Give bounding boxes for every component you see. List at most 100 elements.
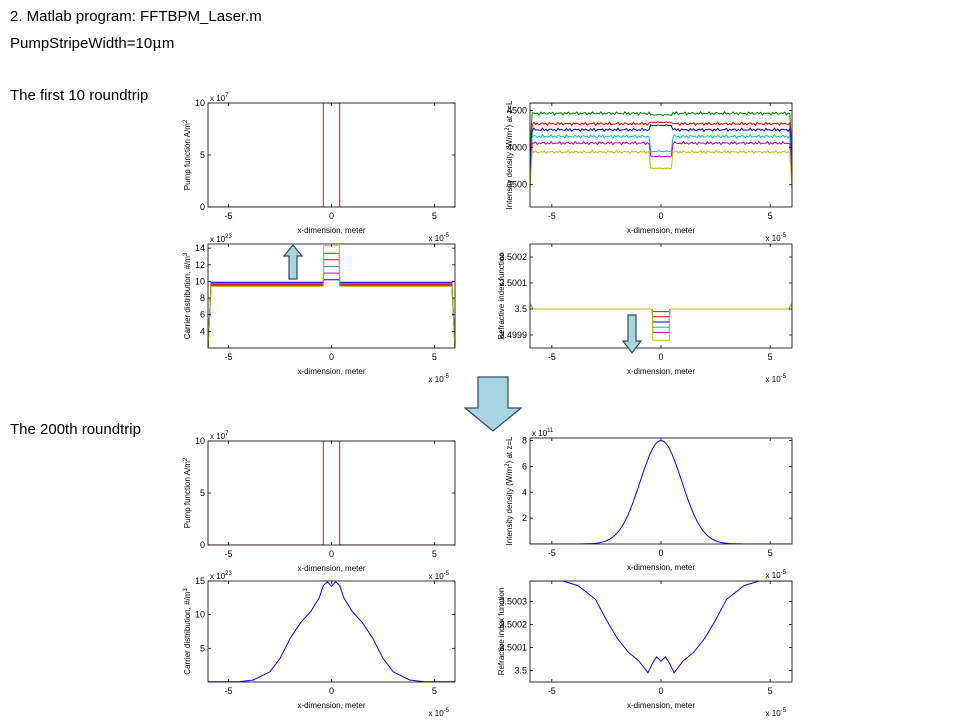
x-exponent-base: x 10 [766, 709, 782, 718]
series-line-magenta [208, 272, 455, 348]
series-line-red [208, 259, 455, 348]
x-tick-label: 0 [329, 686, 334, 696]
y-tick-label: 4500 [507, 105, 527, 115]
micro-symbol: μ [152, 34, 162, 52]
y-axis-label-tail: ) at z=L [505, 100, 514, 127]
x-exponent-label: x 10-5 [429, 708, 450, 718]
down-arrow-icon [622, 314, 642, 354]
y-exponent-base: x 10 [210, 432, 226, 441]
x-exponent-base: x 10 [766, 571, 782, 580]
series-line-green [530, 110, 792, 151]
x-tick-label: 5 [768, 211, 773, 221]
y-axis-label-main: Pump function A/m [183, 461, 192, 528]
x-exponent-label: x 10-5 [429, 571, 450, 581]
x-tick-label: -5 [225, 686, 233, 696]
x-tick-label: 0 [658, 548, 663, 558]
x-exponent-power: -5 [781, 708, 787, 714]
x-exponent-power: -5 [444, 374, 450, 380]
plot-area [208, 103, 455, 207]
pump-stripe-width-prefix: PumpStripeWidth=10 [10, 35, 153, 52]
x-axis-label: x-dimension, meter [297, 367, 365, 376]
y-axis-label-tail: ) at z=L [505, 436, 514, 463]
x-tick-label: 0 [658, 211, 663, 221]
y-exponent-base: x 10 [210, 572, 226, 581]
y-tick-label: 4 [200, 326, 205, 336]
x-exponent-base: x 10 [429, 709, 445, 718]
series-line-olive [530, 149, 792, 190]
y-tick-label: 3.5 [514, 666, 527, 676]
y-tick-label: 5 [200, 488, 205, 498]
section-label-200th: The 200th roundtrip [10, 421, 141, 438]
plot-area [208, 441, 455, 545]
y-tick-label: 3.5002 [499, 252, 527, 262]
x-exponent-power: -5 [444, 233, 450, 239]
y-exponent-base: x 10 [210, 235, 226, 244]
x-exponent-power: -5 [781, 233, 787, 239]
x-tick-label: -5 [548, 352, 556, 362]
series-group [530, 303, 792, 341]
y-axis-label: Refractive index function [497, 252, 506, 340]
y-tick-label: 8 [200, 293, 205, 303]
x-exponent-label: x 10-5 [766, 374, 787, 384]
x-exponent-label: x 10-5 [766, 708, 787, 718]
y-axis-label-sup: 2 [183, 457, 189, 461]
x-tick-label: 5 [768, 352, 773, 362]
y-tick-label: 8 [522, 436, 527, 446]
y-tick-label: 12 [195, 260, 205, 270]
y-exponent-label: x 107 [210, 93, 229, 103]
y-tick-label: 10 [195, 436, 205, 446]
y-tick-label: 4 [522, 487, 527, 497]
y-tick-label: 6 [200, 310, 205, 320]
refractive-index-chart-200: -5 0 5 3.5 3.5001 3.5002 3.5003 x-dimension, me… [497, 580, 793, 718]
x-tick-label: -5 [548, 211, 556, 221]
pump-stripe-width-unit: m [161, 35, 175, 52]
y-axis-label-main: Intensity density (W/m [505, 466, 514, 545]
x-exponent-label: x 10-5 [766, 570, 787, 580]
series-line-green [208, 252, 455, 348]
y-axis-label: Intensity density (W/m2) at z=L [505, 100, 514, 209]
y-exponent-base: x 10 [532, 429, 548, 438]
y-tick-label: 2 [522, 513, 527, 523]
y-exponent-label: x 1011 [532, 428, 554, 438]
y-exponent-power: 11 [547, 428, 554, 434]
series-line-blue [208, 279, 455, 348]
pump-stripe-width-label: PumpStripeWidth=10μm [10, 34, 174, 52]
y-exponent-label: x 1023 [210, 571, 232, 581]
series-line-red [530, 121, 792, 161]
x-tick-label: 0 [658, 686, 663, 696]
y-tick-label: 5 [200, 643, 205, 653]
x-exponent-label: x 10-5 [429, 233, 450, 243]
x-tick-label: 5 [432, 549, 437, 559]
x-axis-label: x-dimension, meter [627, 701, 695, 710]
program-title: 2. Matlab program: FFTBPM_Laser.m [10, 8, 262, 25]
series-group [208, 581, 455, 682]
x-tick-label: 5 [432, 352, 437, 362]
y-exponent-power: 7 [225, 93, 229, 99]
x-axis-label: x-dimension, meter [297, 226, 365, 235]
plot-area [530, 438, 792, 544]
series-line-cyan [208, 266, 455, 348]
y-axis-label-sup: 2 [505, 463, 511, 467]
y-axis-label-sup: 2 [505, 127, 511, 131]
y-exponent-label: x 107 [210, 431, 229, 441]
y-axis-label-sup: 3 [183, 252, 189, 256]
plot-area [530, 244, 792, 348]
x-tick-label: 0 [329, 352, 334, 362]
y-exponent-power: 23 [225, 571, 232, 577]
y-tick-label: 3.4999 [499, 330, 527, 340]
y-tick-label: 6 [522, 461, 527, 471]
big-down-arrow-icon [464, 376, 522, 432]
y-axis-label-sup: 2 [183, 119, 189, 123]
y-exponent-power: 23 [225, 234, 232, 240]
y-axis-label: Carrier distribution, #/m3 [183, 588, 192, 675]
series-group [208, 245, 455, 348]
x-exponent-base: x 10 [429, 375, 445, 384]
section-label-first: The first 10 roundtrip [10, 87, 149, 104]
y-tick-label: 10 [195, 610, 205, 620]
series-line-olive [530, 303, 792, 341]
y-axis-label: Pump function A/m2 [183, 119, 192, 190]
